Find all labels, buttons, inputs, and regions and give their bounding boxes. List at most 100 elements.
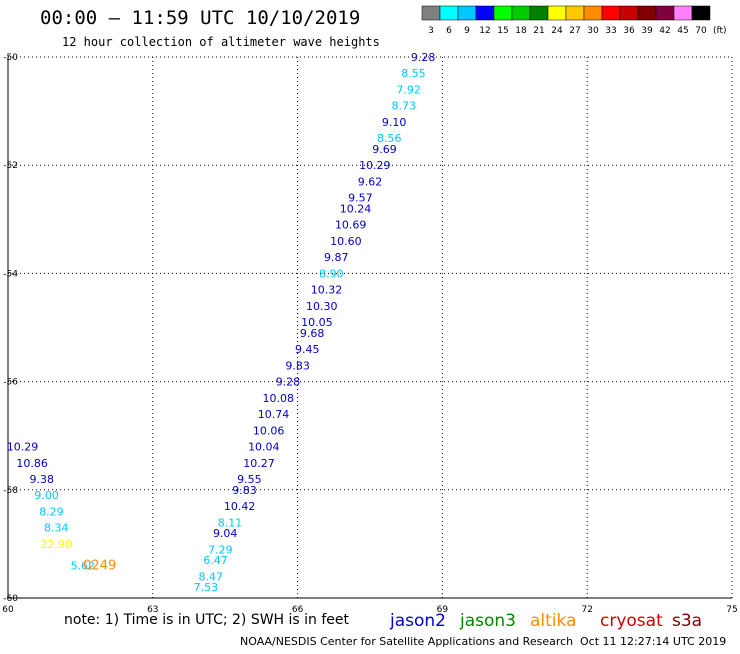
wave-height-label: 7.29 — [208, 543, 233, 556]
series-s3a: 9.28 8.55 7.92 8.73 9.10 8.569.69 10.29 9.62 9.5… — [194, 51, 436, 594]
footer-credit: NOAA/NESDIS Center for Satellite Applica… — [240, 635, 573, 648]
footer-timestamp: Oct 11 12:27:14 UTC 2019 — [580, 635, 726, 648]
colorbar-label: 45 — [677, 26, 688, 36]
colorbar-label: 70 — [695, 26, 707, 36]
wave-height-label: 10.24 — [340, 202, 372, 215]
legend-cryosat: cryosat — [600, 611, 663, 631]
satellite-legend: note: 1) Time is in UTC; 2) SWH is in fe… — [64, 611, 702, 631]
colorbar-swatch — [439, 5, 459, 21]
wave-height-label: 10.06 — [253, 424, 285, 437]
x-tick-label: 63 — [147, 605, 158, 615]
wave-height-label: 9.00 — [34, 489, 59, 502]
colorbar-swatch — [619, 5, 639, 21]
colorbar-label: 42 — [659, 26, 670, 36]
colorbar-swatch — [637, 5, 657, 21]
x-tick-label: 66 — [292, 605, 304, 615]
colorbar-swatch — [673, 5, 693, 21]
colorbar-swatch — [421, 5, 441, 21]
wave-height-label: 9.68 — [300, 327, 325, 340]
colorbar-label: 36 — [623, 26, 635, 36]
wave-height-label: 9.55 — [237, 473, 262, 486]
colorbar-swatch — [691, 5, 711, 21]
wave-height-label: 5.62 — [71, 560, 96, 573]
wave-height-label: 10.74 — [258, 408, 290, 421]
colorbar-unit: (ft) — [713, 26, 727, 36]
chart-subtitle: 12 hour collection of altimeter wave hei… — [62, 35, 380, 49]
colorbar-swatch — [655, 5, 675, 21]
colorbar-label: 3 — [428, 26, 434, 36]
plot-axes: 60 63 66 69 72 75 -50 -52 -54 -56 -58 -60 — [2, 53, 737, 615]
wave-height-label: 9.69 — [372, 143, 397, 156]
legend-altika: altika — [530, 611, 577, 631]
wave-height-label: 10.42 — [224, 500, 256, 513]
wave-height-label: 10.29 — [359, 159, 391, 172]
x-tick-label: 69 — [437, 605, 449, 615]
wave-height-label: 9.62 — [358, 175, 383, 188]
colorbar-label: 24 — [551, 26, 563, 36]
colorbar-label: 6 — [446, 26, 452, 36]
wave-height-label: 8.47 — [198, 570, 223, 583]
wave-height-label: 8.55 — [401, 67, 426, 80]
colorbar-swatch — [511, 5, 531, 21]
colorbar-label: 39 — [641, 26, 653, 36]
wave-height-label: 10.86 — [16, 457, 48, 470]
colorbar-label: 12 — [479, 26, 490, 36]
wave-height-label: 7.53 — [194, 581, 219, 594]
wave-height-label: 9.83 — [285, 359, 310, 372]
colorbar-swatch — [601, 5, 621, 21]
wave-height-label: 8.90 — [319, 267, 344, 280]
pass-time-label: 0249 — [83, 559, 116, 574]
wave-height-label: 9.28 — [411, 51, 436, 64]
colorbar-swatch — [529, 5, 549, 21]
wave-height-label: 10.08 — [263, 392, 295, 405]
wave-height-label: 6.47 — [203, 554, 228, 567]
wave-height-label: 10.30 — [306, 300, 338, 313]
x-tick-label: 75 — [726, 605, 737, 615]
y-tick-label: -50 — [3, 53, 18, 63]
wave-height-label: 10.27 — [243, 457, 275, 470]
wave-height-label: 22.90 — [41, 538, 73, 551]
colorbar-label: 18 — [515, 26, 527, 36]
colorbar-swatch — [583, 5, 603, 21]
wave-height-label: 9.38 — [30, 473, 55, 486]
colorbar-swatch — [565, 5, 585, 21]
wave-height-label: 9.28 — [276, 376, 301, 389]
colorbar-swatch — [457, 5, 477, 21]
wave-height-label: 8.34 — [44, 522, 69, 535]
x-tick-label: 72 — [581, 605, 592, 615]
wave-height-label: 9.10 — [382, 116, 407, 129]
wave-height-label: 9.57 — [348, 192, 373, 205]
wave-height-label: 10.32 — [311, 284, 343, 297]
colorbar-label: 33 — [605, 26, 616, 36]
wave-height-label: 7.92 — [396, 83, 421, 96]
chart-title: 00:00 – 11:59 UTC 10/10/2019 — [40, 7, 360, 29]
colorbar-label: 27 — [569, 26, 580, 36]
wave-height-label: 8.11 — [218, 516, 243, 529]
y-tick-label: -54 — [3, 269, 18, 279]
wave-height-label: 10.05 — [301, 316, 333, 329]
wave-height-label: 9.04 — [213, 527, 238, 540]
wave-height-label: 8.73 — [392, 100, 417, 113]
footer-note: note: 1) Time is in UTC; 2) SWH is in fe… — [64, 612, 350, 628]
legend-jason2: jason2 — [389, 611, 446, 631]
legend-s3a: s3a — [672, 611, 702, 631]
colorbar-label: 30 — [587, 26, 599, 36]
wave-height-label: 8.56 — [377, 132, 402, 145]
colorbar-label: 9 — [464, 26, 470, 36]
y-tick-label: -56 — [3, 378, 18, 388]
colorbar-label: 21 — [533, 26, 544, 36]
y-tick-label: -60 — [3, 594, 18, 604]
wave-height-label: 10.04 — [248, 441, 280, 454]
colorbar-label: 15 — [497, 26, 508, 36]
x-tick-label: 60 — [2, 605, 14, 615]
wave-height-label: 10.29 — [7, 441, 39, 454]
colorbar-swatch — [475, 5, 495, 21]
y-tick-label: -52 — [3, 161, 18, 171]
wave-height-label: 10.69 — [335, 219, 367, 232]
colorbar: 3 6 9 12 15 18 21 24 27 30 33 36 39 42 45 70 (ft) — [421, 5, 727, 36]
wave-height-label: 9.45 — [295, 343, 320, 356]
y-tick-label: -58 — [3, 486, 18, 496]
